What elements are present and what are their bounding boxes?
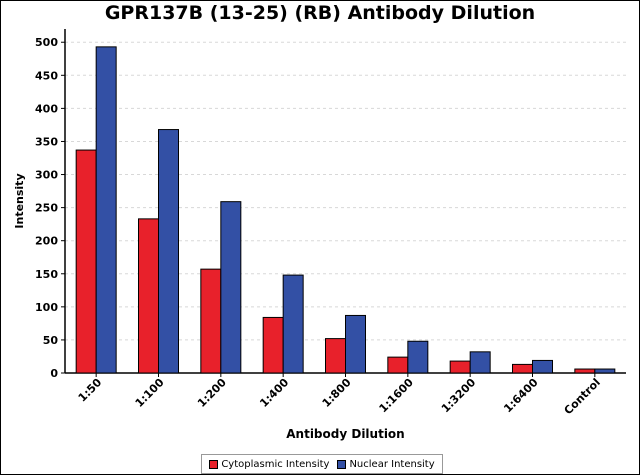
bar: [532, 359, 553, 374]
y-axis-label: Intensity: [13, 173, 26, 228]
bar: [512, 363, 533, 374]
y-tick-label: 200: [35, 235, 58, 248]
legend-item-cytoplasmic: Cytoplasmic Intensity: [209, 459, 329, 470]
bar: [469, 351, 491, 374]
x-tick-label: 1:3200: [439, 376, 479, 416]
legend-label-cytoplasmic: Cytoplasmic Intensity: [221, 458, 330, 470]
bar: [282, 274, 304, 374]
bar: [75, 149, 97, 374]
y-tick-label: 450: [35, 69, 58, 82]
bar: [95, 46, 117, 374]
y-tick-label: 0: [50, 367, 58, 380]
legend-label-nuclear: Nuclear Intensity: [349, 458, 435, 470]
bar: [138, 218, 159, 374]
bar: [200, 268, 222, 374]
legend-swatch-nuclear: [337, 459, 347, 469]
x-axis-label: Antibody Dilution: [286, 427, 404, 441]
x-tick-label: 1:100: [133, 376, 167, 410]
chart-title: GPR137B (13-25) (RB) Antibody Dilution: [104, 2, 536, 24]
legend: Cytoplasmic Intensity Nuclear Intensity: [201, 454, 443, 474]
x-tick-label: 1:6400: [501, 376, 541, 416]
x-tick-label: 1:400: [257, 376, 291, 410]
y-tick-label: 100: [35, 301, 58, 314]
bar: [594, 368, 616, 374]
bar: [387, 356, 409, 374]
bar: [574, 368, 596, 374]
bar: [158, 129, 179, 374]
bar: [449, 360, 471, 374]
y-tick-label: 50: [43, 334, 59, 347]
y-tick-label: 300: [35, 169, 58, 182]
y-tick-label: 250: [35, 202, 58, 215]
x-tick-label: Control: [562, 376, 603, 417]
x-tick-label: 1:800: [320, 376, 354, 410]
bar: [262, 316, 284, 374]
y-tick-label: 350: [35, 135, 58, 148]
bar: [345, 314, 366, 374]
legend-item-nuclear: Nuclear Intensity: [337, 458, 435, 470]
y-tick-label: 500: [35, 36, 58, 49]
y-tick-label: 400: [35, 102, 58, 115]
x-tick-label: 1:200: [195, 376, 229, 410]
bar: [407, 340, 429, 374]
y-tick-label: 150: [35, 268, 58, 281]
x-tick-label: 1:1600: [377, 376, 417, 416]
bar: [325, 338, 346, 374]
legend-swatch-cytoplasmic: [209, 459, 219, 469]
x-tick-label: 1:50: [76, 376, 105, 405]
bar: [220, 201, 242, 374]
